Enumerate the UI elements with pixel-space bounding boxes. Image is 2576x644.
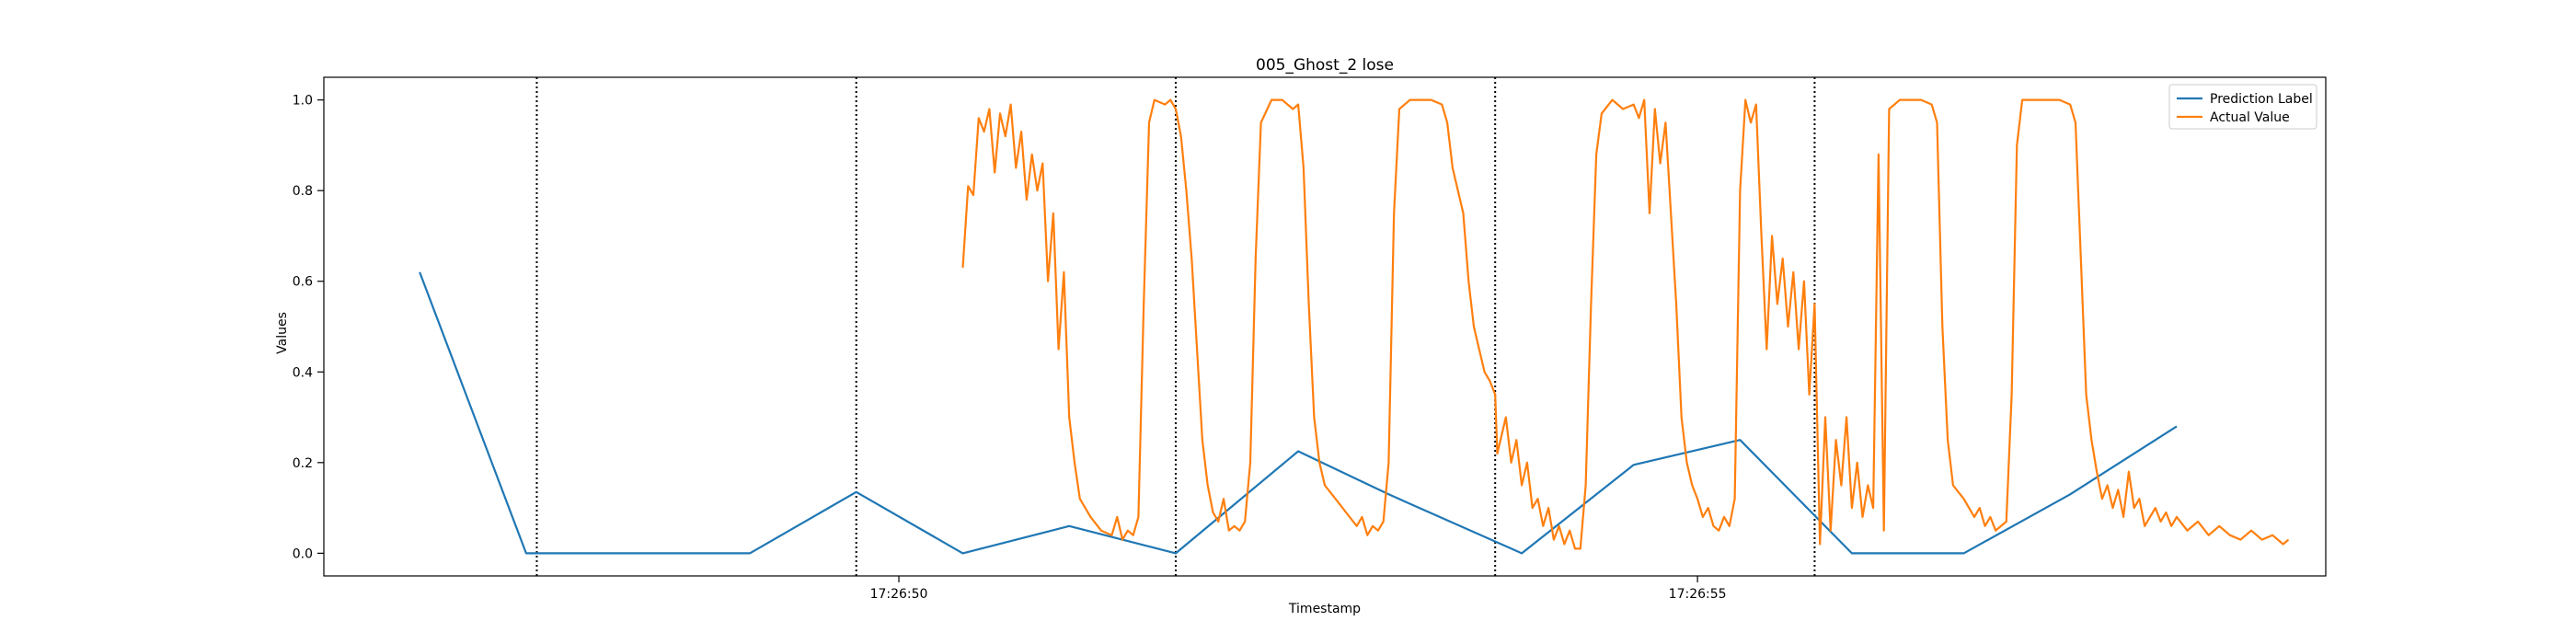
y-tick-label: 0.8 — [293, 184, 313, 199]
x-tick-label: 17:26:55 — [1669, 587, 1727, 602]
y-tick-label: 0.2 — [293, 456, 313, 471]
y-tick-label: 1.0 — [293, 94, 313, 109]
legend: Prediction Label Actual Value — [2169, 85, 2317, 129]
y-axis-label: Values — [275, 312, 290, 354]
prediction-label-line — [420, 272, 2177, 554]
y-tick-label: 0.6 — [293, 275, 313, 290]
y-tick-label: 0.0 — [293, 546, 313, 561]
plot-frame — [324, 77, 2326, 576]
legend-label: Actual Value — [2210, 110, 2290, 125]
y-tick-label: 0.4 — [293, 365, 313, 380]
plot-layer: 0.0 0.2 0.4 0.6 0.8 1.0 17:26:50 17:26:55 — [293, 77, 2289, 602]
x-axis-label: Timestamp — [1288, 602, 1361, 616]
legend-label: Prediction Label — [2210, 92, 2313, 107]
x-tick-label: 17:26:50 — [870, 587, 928, 602]
chart-title: 005_Ghost_2 lose — [1256, 56, 1394, 75]
